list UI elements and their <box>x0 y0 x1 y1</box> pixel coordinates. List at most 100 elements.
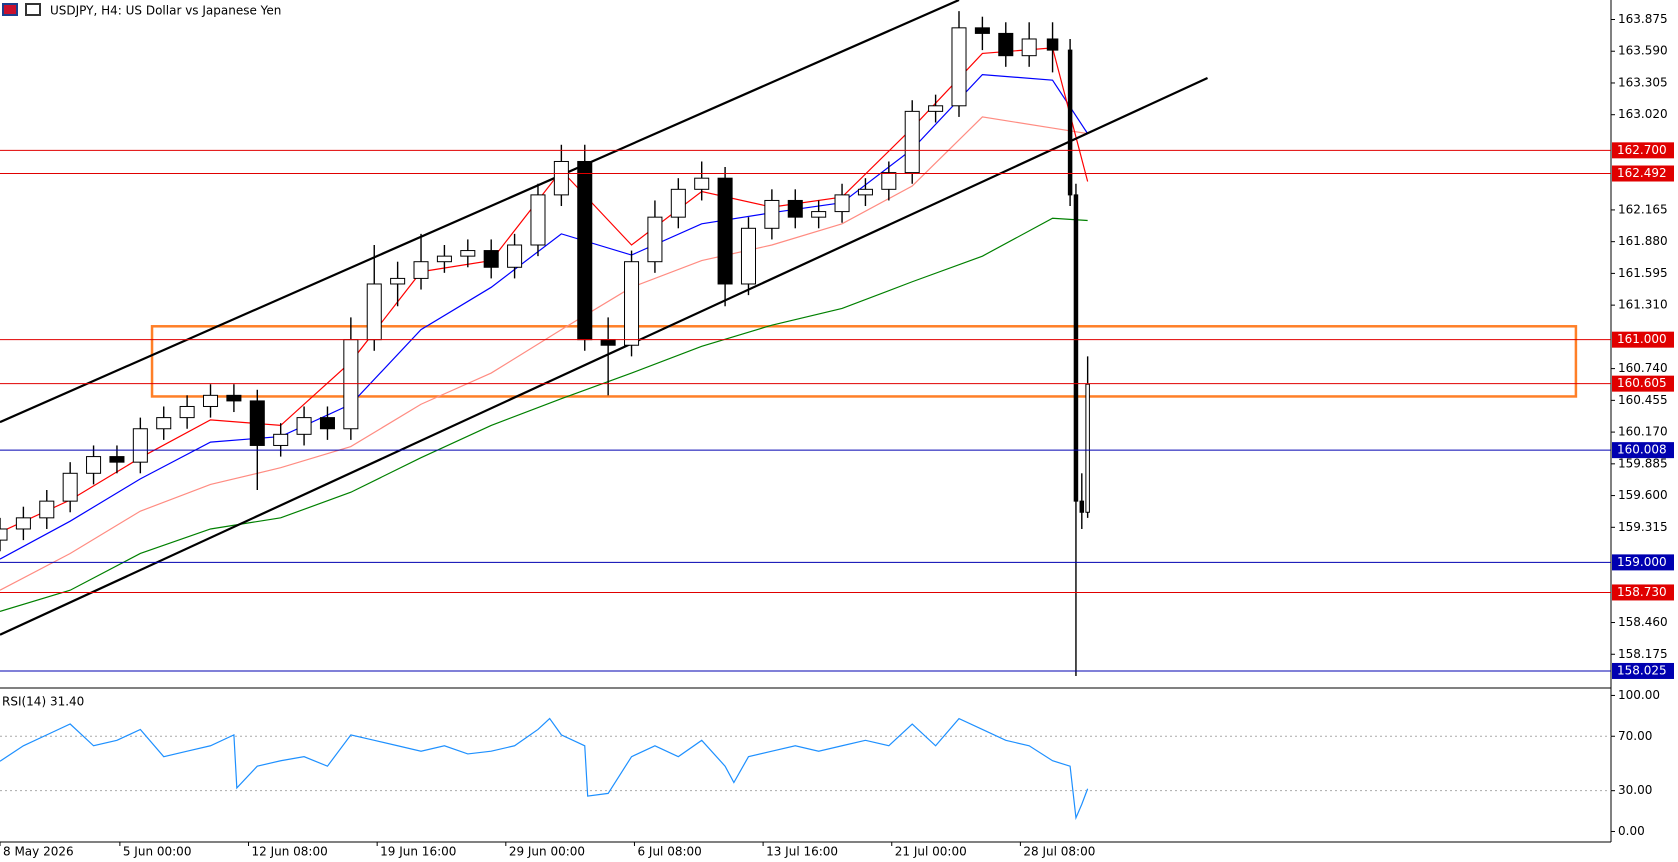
level-label: 158.730 <box>1617 585 1667 599</box>
candle-body <box>577 160 593 341</box>
candle-body <box>530 194 546 246</box>
level-label: 158.025 <box>1617 663 1667 677</box>
candle-body <box>1085 383 1090 513</box>
plot-area <box>0 717 1611 821</box>
icon-chart-inner <box>27 5 39 14</box>
level-label-box <box>1612 584 1674 601</box>
level-label-box <box>1612 142 1674 159</box>
rsi-line <box>0 717 1089 821</box>
candle-body <box>1073 194 1079 502</box>
candle-body <box>0 528 8 541</box>
x-tick-label: 13 Jul 16:00 <box>766 845 838 859</box>
candle-body <box>366 283 382 341</box>
candle-body <box>413 261 429 279</box>
chart-title: USDJPY, H4: US Dollar vs Japanese Yen <box>50 4 281 18</box>
moving-average <box>0 217 1088 612</box>
candle-body <box>928 105 944 112</box>
x-tick-label: 21 Jul 00:00 <box>895 845 967 859</box>
icon-flag-inner <box>4 5 16 14</box>
candle-body <box>974 27 990 34</box>
candle-body <box>202 394 219 407</box>
y-tick-label: 159.315 <box>1618 520 1668 534</box>
level-label-box <box>1612 662 1674 679</box>
candle-body <box>507 244 523 268</box>
candle-body <box>717 177 733 285</box>
candle-body <box>834 194 850 213</box>
candle-body <box>226 394 242 402</box>
level-label: 159.000 <box>1617 555 1667 569</box>
candle-body <box>460 250 476 257</box>
candle-body <box>1079 500 1085 513</box>
candle-body <box>647 216 663 263</box>
candle-body <box>156 417 172 430</box>
y-tick-label: 160.455 <box>1618 393 1668 407</box>
candle-body <box>951 27 967 107</box>
y-tick-label: 160.170 <box>1618 425 1668 439</box>
level-label-box <box>1612 165 1674 182</box>
candle-body <box>787 199 803 218</box>
candle-body <box>600 339 616 346</box>
y-tick-label: 30.00 <box>1618 783 1652 797</box>
candle-body <box>109 456 125 463</box>
y-tick-label: 163.590 <box>1618 44 1668 58</box>
candle-body <box>1046 38 1059 51</box>
level-label-box <box>1612 375 1674 392</box>
trendline <box>0 0 960 424</box>
y-tick-label: 0.00 <box>1618 824 1645 838</box>
rsi-title: RSI(14) 31.40 <box>2 695 84 709</box>
candle-body <box>904 110 920 174</box>
x-tick-label: 8 May 2026 <box>3 845 74 859</box>
y-tick-label: 161.595 <box>1618 266 1668 280</box>
candle-body <box>740 227 757 285</box>
candle-body <box>62 472 78 502</box>
candle-body <box>764 199 780 229</box>
candle-body <box>273 433 289 446</box>
candle-body <box>483 250 499 268</box>
candle-body <box>1021 38 1037 57</box>
x-tick-label: 19 Jun 16:00 <box>380 845 456 859</box>
level-label-box <box>1612 331 1674 348</box>
candle-body <box>390 277 406 285</box>
y-tick-label: 163.305 <box>1618 75 1668 89</box>
candle-body <box>1067 49 1073 196</box>
candle-body <box>296 417 312 435</box>
level-label: 162.492 <box>1617 166 1667 180</box>
candle-body <box>249 400 265 446</box>
moving-average <box>0 116 1088 591</box>
level-label: 160.605 <box>1617 376 1667 390</box>
candle-body <box>998 32 1014 57</box>
y-tick-label: 100.00 <box>1618 688 1660 702</box>
y-tick-label: 162.165 <box>1618 202 1668 216</box>
candle-body <box>857 188 873 196</box>
candle-body <box>624 261 640 346</box>
candle-body <box>15 517 31 530</box>
candle-body <box>881 172 897 190</box>
trendline <box>0 76 1208 636</box>
candle-body <box>319 417 335 430</box>
candle-body <box>86 456 102 474</box>
level-label: 161.000 <box>1617 332 1667 346</box>
y-tick-label: 161.310 <box>1618 298 1668 312</box>
x-tick-label: 12 Jun 08:00 <box>252 845 328 859</box>
x-tick-label: 5 Jun 00:00 <box>123 845 192 859</box>
candle-body <box>553 160 569 196</box>
y-tick-label: 158.175 <box>1618 647 1668 661</box>
y-tick-label: 163.020 <box>1618 107 1668 121</box>
candle-body <box>670 188 686 218</box>
candle-body <box>436 255 452 263</box>
moving-average <box>0 73 1089 560</box>
x-tick-label: 6 Jul 08:00 <box>637 845 701 859</box>
level-label-box <box>1612 442 1674 459</box>
y-tick-label: 159.885 <box>1618 456 1668 470</box>
y-tick-label: 163.875 <box>1618 12 1668 26</box>
level-label: 160.008 <box>1617 443 1667 457</box>
candle-body <box>811 211 827 218</box>
x-tick-label: 29 Jun 00:00 <box>509 845 585 859</box>
candle-body <box>39 500 55 519</box>
y-tick-label: 70.00 <box>1618 729 1652 743</box>
level-label: 162.700 <box>1617 143 1667 157</box>
candle-body <box>343 339 359 430</box>
